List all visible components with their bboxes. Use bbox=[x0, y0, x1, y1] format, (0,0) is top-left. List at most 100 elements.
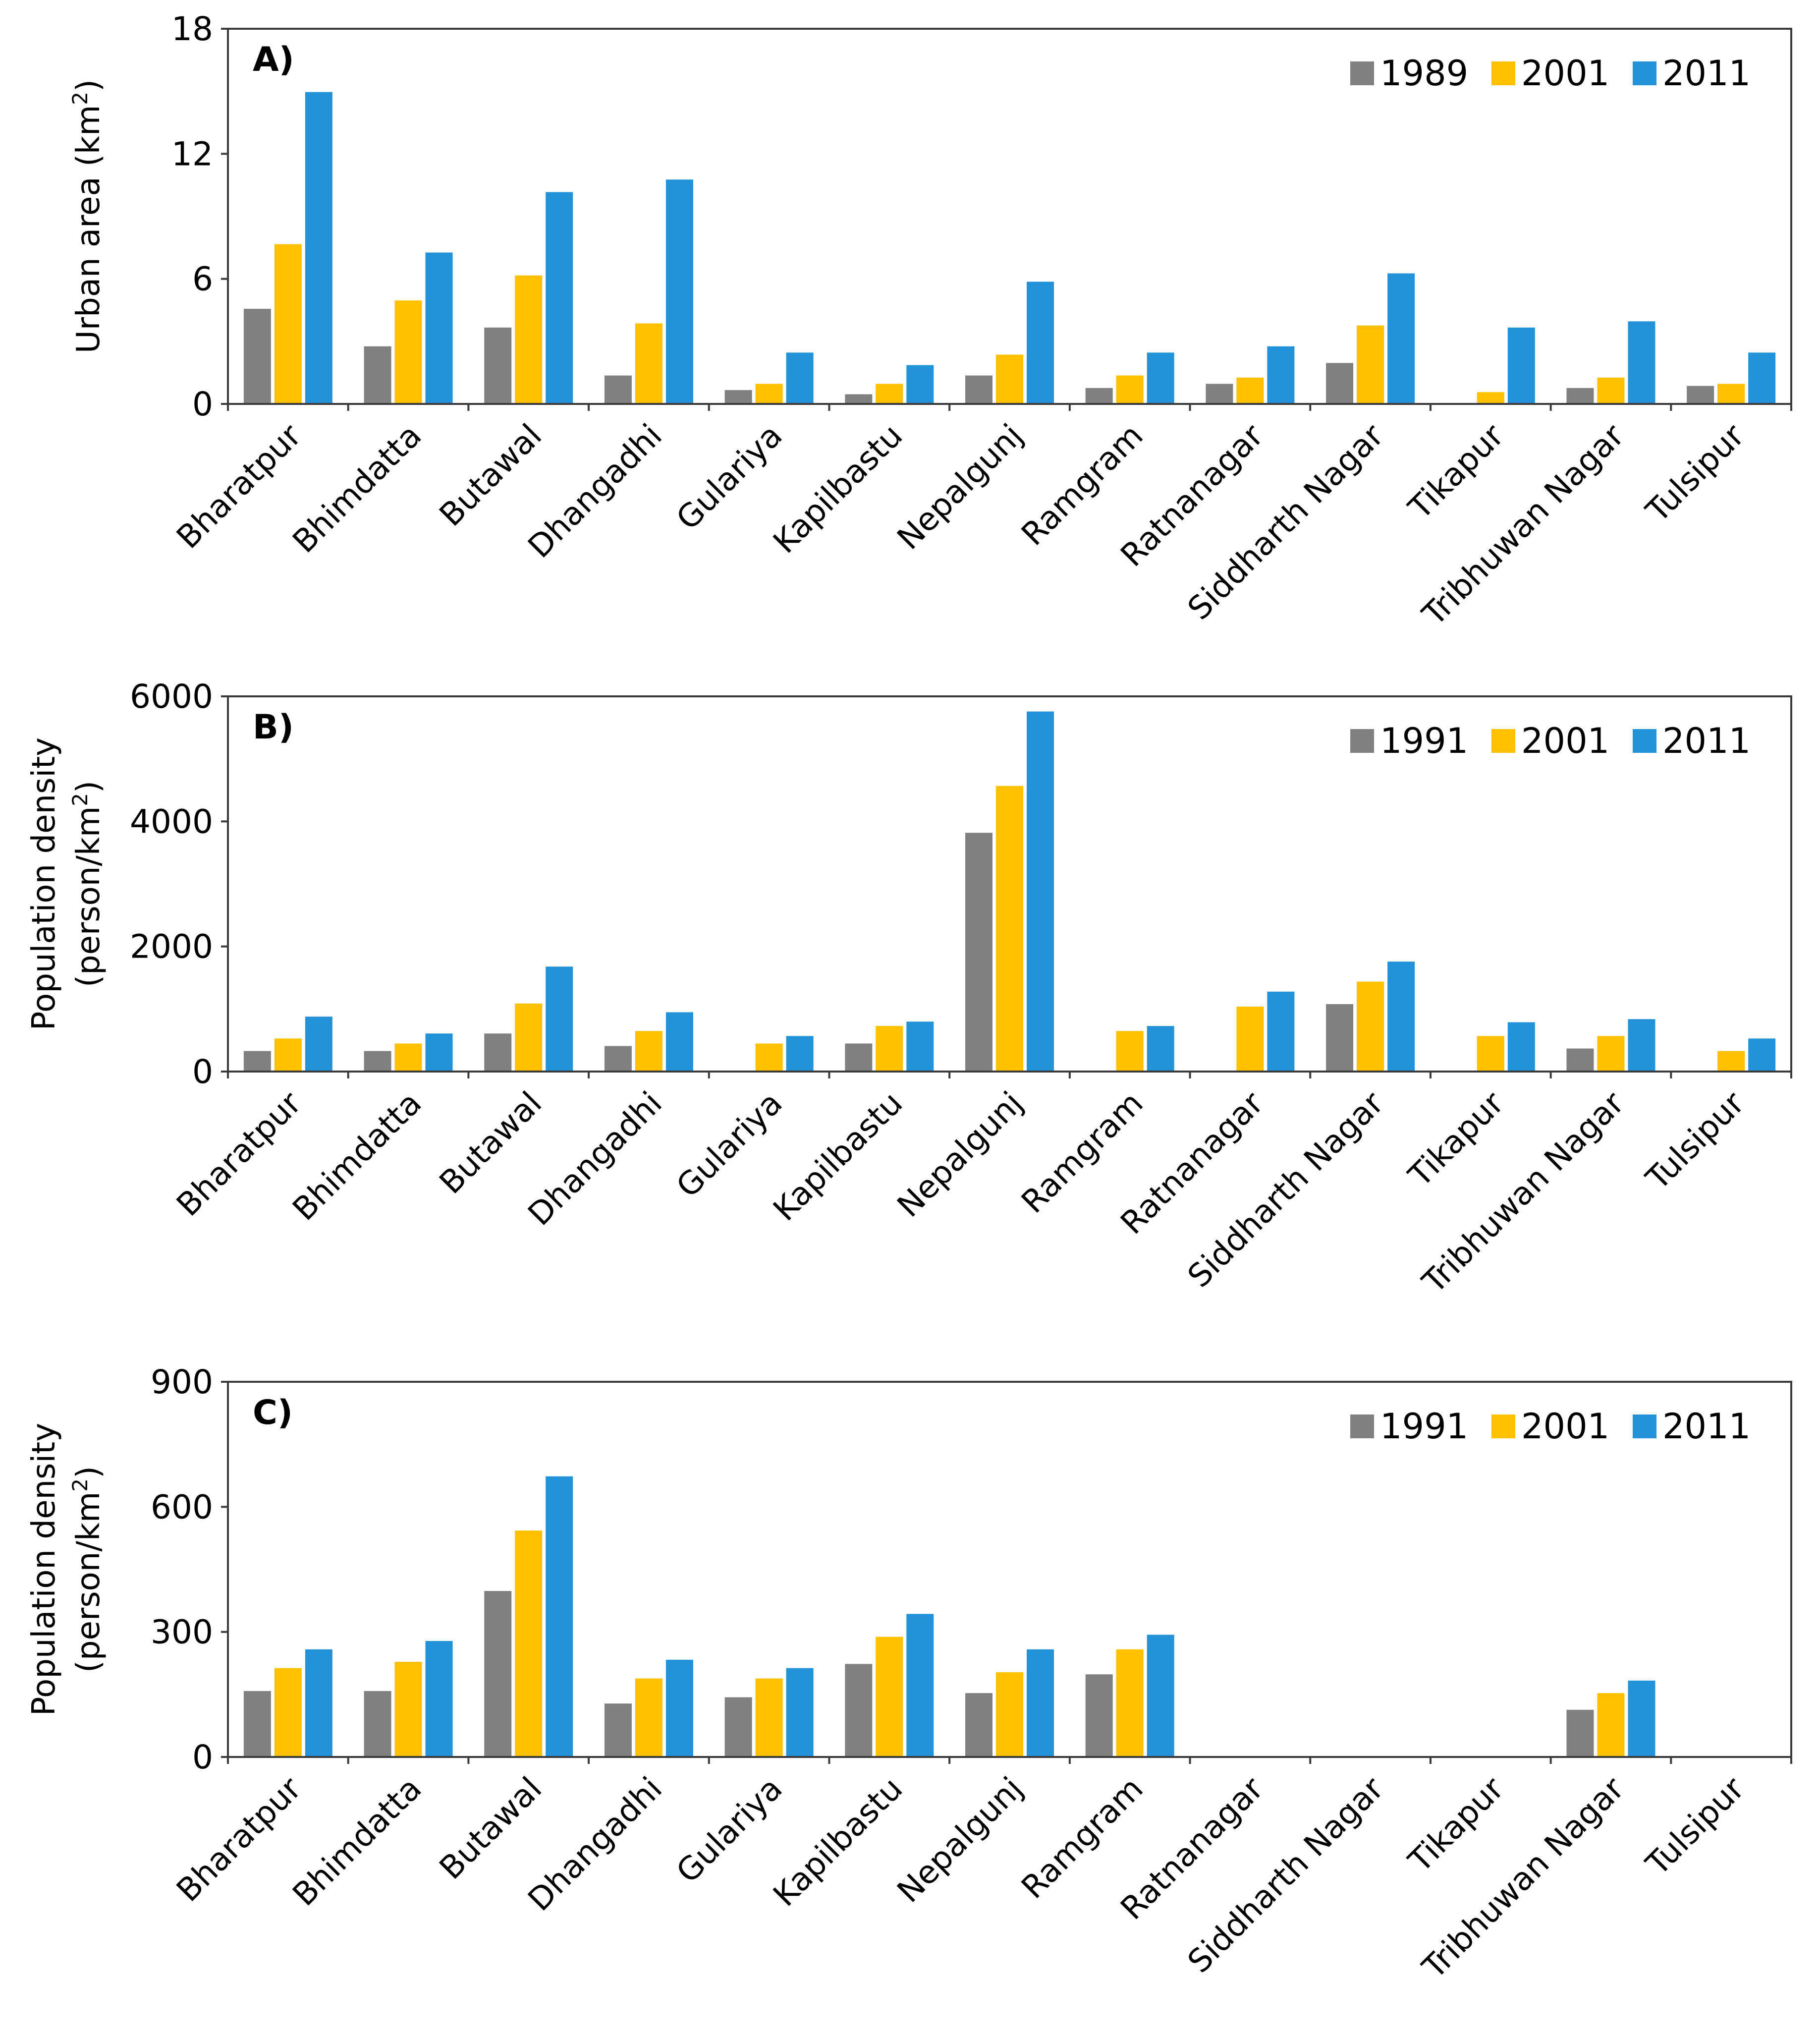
panel-label: B) bbox=[253, 708, 294, 747]
x-category-label: Gulariya bbox=[669, 417, 789, 537]
x-category-label: Tribhuwan Nagar bbox=[1416, 417, 1632, 633]
bar-1991-bharatpur bbox=[242, 1049, 273, 1073]
legend-label-1991: 1991 bbox=[1380, 721, 1468, 761]
bar-2001-nepalgunj bbox=[994, 353, 1025, 405]
y-tick-label: 0 bbox=[192, 1738, 213, 1776]
bar-1989-gulariya bbox=[723, 389, 754, 405]
bar-1991-kapilbastu bbox=[843, 1042, 874, 1073]
bar-2001-bharatpur bbox=[273, 1037, 303, 1073]
bar-2001-kapilbastu bbox=[874, 1635, 905, 1758]
bar-2001-tribhuwan-nagar bbox=[1596, 376, 1626, 405]
x-category-label: Nepalgunj bbox=[890, 417, 1030, 557]
x-category-label: Tikapur bbox=[1402, 417, 1512, 527]
bar-1991-dhangadhi bbox=[603, 1044, 633, 1073]
bar-2001-siddharth-nagar bbox=[1355, 324, 1386, 405]
plot-frame bbox=[227, 1381, 1792, 1758]
legend-swatch-2001 bbox=[1491, 1415, 1515, 1438]
bar-2011-ramgram bbox=[1145, 1024, 1176, 1073]
bar-2001-kapilbastu bbox=[874, 1024, 905, 1073]
legend-swatch-1991 bbox=[1350, 1415, 1374, 1438]
bar-1991-bhimdatta bbox=[362, 1689, 393, 1758]
bar-1991-tribhuwan-nagar bbox=[1565, 1708, 1596, 1758]
bar-1989-butawal bbox=[483, 326, 513, 405]
legend-label-2011: 2011 bbox=[1662, 1406, 1751, 1447]
x-category-label: Tulsipur bbox=[1639, 1770, 1752, 1883]
y-tick-label: 6 bbox=[192, 260, 213, 298]
bar-2001-tulsipur bbox=[1716, 1049, 1747, 1073]
bar-2011-bhimdatta bbox=[424, 1032, 454, 1073]
y-tick-label: 12 bbox=[171, 135, 213, 173]
x-category-label: Bhimdatta bbox=[286, 1770, 429, 1913]
panel-label: C) bbox=[253, 1393, 293, 1432]
bar-2011-bhimdatta bbox=[424, 251, 454, 405]
x-category-label: Kapilbastu bbox=[767, 417, 910, 561]
x-category-label: Tribhuwan Nagar bbox=[1416, 1085, 1632, 1301]
bar-1989-ratnanagar bbox=[1204, 382, 1235, 405]
bar-2011-tribhuwan-nagar bbox=[1626, 1679, 1657, 1758]
legend-label-2011: 2011 bbox=[1662, 53, 1751, 94]
bar-1989-kapilbastu bbox=[843, 393, 874, 405]
bar-2001-tikapur bbox=[1475, 391, 1506, 405]
bar-2011-bharatpur bbox=[303, 1647, 334, 1758]
y-axis-title: Population density bbox=[26, 737, 62, 1030]
legend-label-2001: 2001 bbox=[1521, 53, 1609, 94]
bar-2001-gulariya bbox=[754, 1042, 784, 1073]
bar-2001-nepalgunj bbox=[994, 784, 1025, 1073]
bar-2001-ramgram bbox=[1114, 1647, 1145, 1758]
bar-1989-tulsipur bbox=[1685, 384, 1716, 405]
bar-1989-ramgram bbox=[1084, 386, 1114, 405]
bar-2011-gulariya bbox=[784, 1666, 815, 1758]
bar-2001-kapilbastu bbox=[874, 382, 905, 405]
bar-2011-tulsipur bbox=[1747, 351, 1777, 405]
bar-2011-tikapur bbox=[1506, 1020, 1537, 1073]
bar-2011-nepalgunj bbox=[1025, 1647, 1055, 1758]
x-category-label: Butawal bbox=[433, 417, 549, 534]
bar-1991-bharatpur bbox=[242, 1689, 273, 1758]
legend-label-2001: 2001 bbox=[1521, 1406, 1609, 1447]
bar-2001-dhangadhi bbox=[633, 1029, 664, 1073]
bar-2011-nepalgunj bbox=[1025, 280, 1055, 405]
bar-2001-butawal bbox=[513, 1002, 544, 1073]
bar-2011-ramgram bbox=[1145, 351, 1176, 405]
bar-2001-bhimdatta bbox=[393, 1660, 424, 1758]
plot-frame bbox=[227, 695, 1792, 1073]
legend-swatch-2011 bbox=[1633, 729, 1656, 753]
x-category-label: Bhimdatta bbox=[286, 417, 429, 560]
y-tick-label: 6000 bbox=[130, 678, 213, 716]
plot-frame bbox=[227, 28, 1792, 405]
bar-2001-dhangadhi bbox=[633, 1677, 664, 1758]
bar-2001-tikapur bbox=[1475, 1034, 1506, 1073]
bar-1991-butawal bbox=[483, 1589, 513, 1758]
bar-2001-butawal bbox=[513, 274, 544, 405]
bar-2011-kapilbastu bbox=[905, 1020, 936, 1073]
bar-2011-gulariya bbox=[784, 1034, 815, 1073]
y-axis-title-unit: (person/km2) bbox=[68, 1466, 108, 1673]
bar-2001-bhimdatta bbox=[393, 1042, 424, 1073]
bar-2001-bhimdatta bbox=[393, 299, 424, 405]
bar-2001-tulsipur bbox=[1716, 382, 1747, 405]
bar-1991-ramgram bbox=[1084, 1673, 1114, 1758]
bar-1991-nepalgunj bbox=[964, 1692, 994, 1758]
x-category-label: Bhimdatta bbox=[286, 1085, 429, 1228]
legend-swatch-2011 bbox=[1633, 61, 1656, 85]
bar-2011-tikapur bbox=[1506, 326, 1537, 405]
bar-1991-kapilbastu bbox=[843, 1662, 874, 1758]
bar-2011-butawal bbox=[544, 1474, 575, 1758]
bar-2011-ramgram bbox=[1145, 1633, 1176, 1758]
bar-2001-ramgram bbox=[1114, 1029, 1145, 1073]
bar-2011-ratnanagar bbox=[1266, 344, 1296, 405]
x-category-label: Tulsipur bbox=[1639, 1085, 1752, 1198]
bar-2011-dhangadhi bbox=[664, 1658, 695, 1758]
panel-label: A) bbox=[253, 40, 294, 79]
legend-swatch-2001 bbox=[1491, 729, 1515, 753]
x-category-label: Siddharth Nagar bbox=[1181, 417, 1391, 627]
bar-1991-tribhuwan-nagar bbox=[1565, 1047, 1596, 1073]
legend-label-1991: 1991 bbox=[1380, 1406, 1468, 1447]
x-category-label: Kapilbastu bbox=[767, 1770, 910, 1914]
x-category-label: Tikapur bbox=[1402, 1770, 1512, 1880]
bar-2001-ratnanagar bbox=[1235, 376, 1266, 405]
bar-2011-gulariya bbox=[784, 351, 815, 405]
